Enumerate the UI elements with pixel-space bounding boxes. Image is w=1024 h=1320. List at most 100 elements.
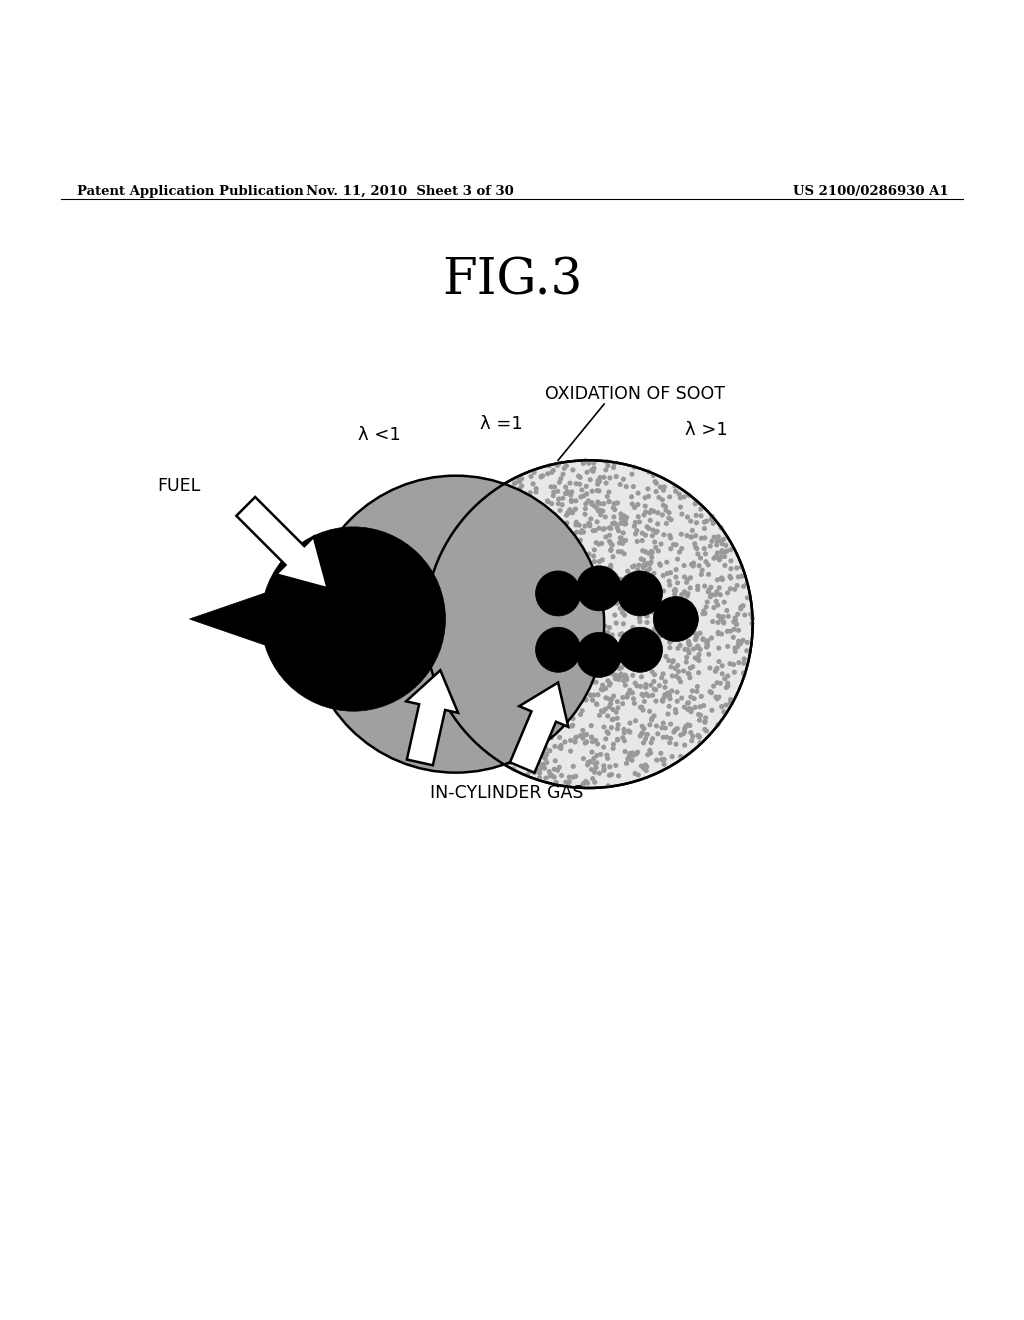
Circle shape — [588, 675, 593, 680]
Circle shape — [536, 627, 581, 672]
Circle shape — [688, 708, 693, 713]
Circle shape — [741, 656, 746, 661]
Circle shape — [588, 759, 593, 764]
Circle shape — [516, 504, 521, 510]
Circle shape — [662, 762, 667, 767]
Circle shape — [694, 634, 699, 639]
Circle shape — [664, 508, 669, 513]
Circle shape — [731, 627, 736, 632]
Circle shape — [567, 480, 572, 486]
Circle shape — [504, 507, 509, 512]
Circle shape — [473, 589, 478, 594]
Circle shape — [557, 735, 562, 741]
Circle shape — [644, 768, 649, 774]
Circle shape — [535, 767, 540, 772]
Circle shape — [622, 552, 627, 557]
Circle shape — [625, 677, 630, 682]
Circle shape — [580, 673, 585, 678]
Circle shape — [716, 630, 721, 635]
Circle shape — [558, 524, 563, 528]
Circle shape — [573, 529, 579, 535]
Circle shape — [631, 484, 636, 490]
Circle shape — [494, 560, 499, 565]
Circle shape — [502, 624, 507, 630]
Circle shape — [593, 598, 598, 603]
Circle shape — [714, 553, 719, 558]
Circle shape — [656, 631, 662, 636]
Circle shape — [500, 502, 505, 507]
Circle shape — [693, 638, 698, 642]
Circle shape — [499, 574, 504, 579]
Circle shape — [536, 649, 541, 655]
Circle shape — [595, 742, 600, 747]
Circle shape — [666, 711, 671, 717]
Circle shape — [504, 644, 509, 649]
Circle shape — [545, 560, 550, 565]
Circle shape — [527, 657, 532, 663]
Circle shape — [642, 495, 647, 500]
Circle shape — [525, 656, 530, 661]
Circle shape — [741, 583, 746, 589]
Circle shape — [657, 586, 663, 591]
Circle shape — [510, 506, 515, 511]
Circle shape — [604, 577, 609, 582]
Circle shape — [525, 748, 530, 754]
Circle shape — [516, 599, 521, 605]
Circle shape — [537, 581, 542, 586]
Circle shape — [653, 688, 658, 693]
Circle shape — [599, 653, 604, 659]
Circle shape — [444, 564, 450, 569]
Circle shape — [668, 645, 673, 651]
Circle shape — [589, 767, 594, 772]
Circle shape — [646, 576, 651, 581]
Circle shape — [712, 605, 717, 610]
Circle shape — [572, 605, 578, 610]
Circle shape — [510, 711, 515, 717]
Circle shape — [569, 556, 574, 561]
Circle shape — [530, 680, 536, 685]
Circle shape — [579, 561, 584, 566]
Circle shape — [626, 569, 631, 574]
Circle shape — [536, 572, 581, 616]
Circle shape — [582, 494, 587, 499]
Circle shape — [635, 609, 640, 612]
Circle shape — [715, 554, 720, 560]
Circle shape — [696, 734, 701, 739]
Circle shape — [465, 607, 470, 612]
Circle shape — [603, 648, 608, 653]
Circle shape — [455, 690, 460, 694]
Circle shape — [474, 553, 479, 558]
Circle shape — [597, 479, 602, 484]
Circle shape — [719, 576, 724, 581]
Circle shape — [615, 722, 621, 727]
Circle shape — [490, 517, 496, 523]
Circle shape — [539, 539, 544, 544]
Circle shape — [589, 723, 594, 729]
Circle shape — [595, 488, 600, 494]
Circle shape — [697, 631, 702, 636]
Circle shape — [452, 630, 457, 635]
Circle shape — [636, 772, 641, 777]
Circle shape — [690, 664, 695, 669]
Circle shape — [643, 504, 648, 508]
Circle shape — [484, 521, 489, 527]
Circle shape — [555, 768, 560, 772]
Circle shape — [605, 756, 610, 760]
Circle shape — [650, 603, 655, 609]
Circle shape — [423, 634, 428, 639]
Circle shape — [479, 718, 484, 723]
Circle shape — [591, 469, 596, 474]
Circle shape — [482, 659, 487, 664]
Circle shape — [637, 653, 642, 659]
Circle shape — [601, 763, 606, 768]
Circle shape — [675, 663, 680, 668]
Circle shape — [469, 512, 474, 517]
Circle shape — [472, 532, 477, 537]
Circle shape — [478, 663, 483, 667]
Circle shape — [557, 744, 562, 750]
Circle shape — [495, 645, 500, 651]
Circle shape — [711, 521, 716, 525]
Circle shape — [644, 733, 649, 737]
Circle shape — [671, 543, 676, 548]
Circle shape — [608, 525, 613, 531]
